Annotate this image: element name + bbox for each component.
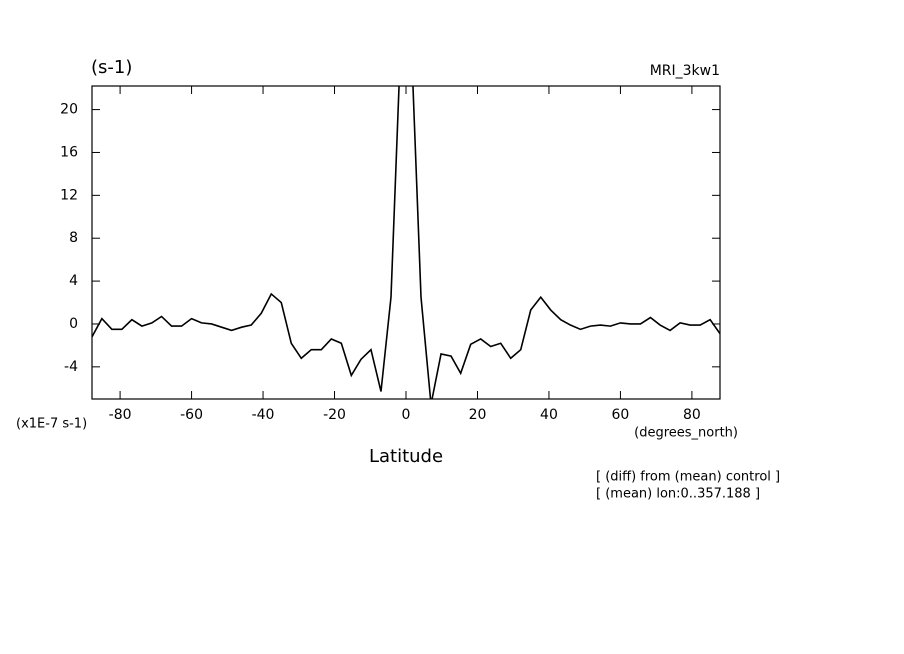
annotation: [ (mean) lon:0..357.188 ] [596, 487, 760, 502]
x-tick-label: -80 [109, 407, 132, 423]
y-tick-label: 0 [69, 316, 78, 332]
plot-frame [91, 85, 721, 400]
y-tick-label: -4 [64, 359, 78, 375]
x-tick-label: 0 [402, 407, 411, 423]
y-tick-label: 12 [60, 187, 78, 203]
x-tick-label: 20 [469, 407, 487, 423]
chart-title: MRI_3kw1 [650, 63, 720, 79]
x-axis-label: Latitude [369, 446, 443, 467]
x-tick-label: 80 [683, 407, 701, 423]
y-tick-label: 16 [60, 144, 78, 160]
y-tick-label: 4 [69, 273, 78, 289]
x-tick-label: 60 [612, 407, 630, 423]
x-tick-label: -60 [180, 407, 203, 423]
x-tick-label: -20 [323, 407, 346, 423]
y-tick-label: 8 [69, 230, 78, 246]
units-label: (s-1) [91, 57, 132, 78]
x-units: (degrees_north) [634, 426, 738, 441]
x-tick-label: -40 [252, 407, 275, 423]
data-line [92, 86, 720, 399]
x-tick-label: 40 [540, 407, 558, 423]
scale-label: (x1E-7 s-1) [16, 417, 87, 432]
annotation: [ (diff) from (mean) control ] [596, 470, 780, 485]
y-tick-label: 20 [60, 102, 78, 118]
